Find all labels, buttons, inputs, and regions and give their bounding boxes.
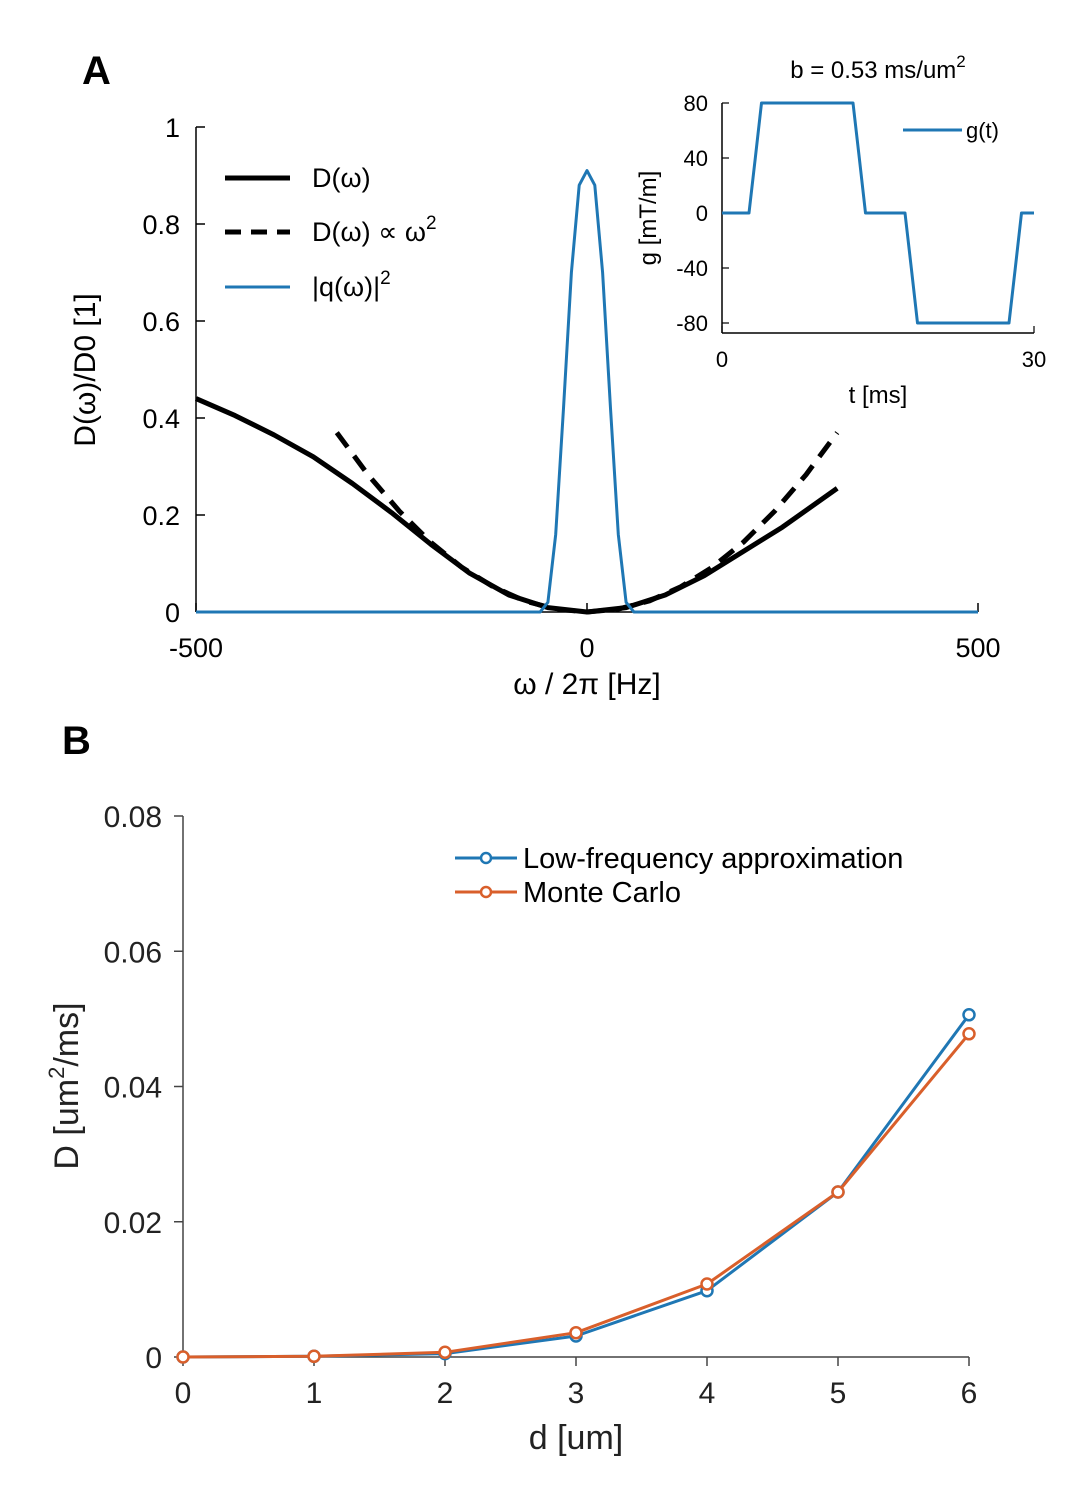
legend-d-omega-sq-sup: 2 [426, 213, 437, 234]
a-series-d-omega [195, 396, 839, 615]
a-y-tick-label: 0.2 [142, 501, 180, 531]
b-y-label-sup: 2 [44, 1067, 69, 1079]
b-legend: Low-frequency approximation Monte Carlo [455, 843, 903, 909]
b-series-low-frequency [182, 1013, 971, 1359]
legend-d-omega-sq-text: D(ω) ∝ ω [312, 217, 426, 247]
inset-y-label: g [mT/m] [635, 171, 662, 266]
inset-x-tick-label: 0 [716, 347, 728, 372]
inset-y-tick-label: 40 [684, 146, 708, 171]
b-x-ticks: 0 1 2 3 4 5 6 [175, 1357, 978, 1410]
a-y-tick-label: 1 [165, 113, 180, 143]
a-y-tick-label: 0.6 [142, 307, 180, 337]
b-x-tick-label: 1 [306, 1377, 323, 1410]
a-series-group [195, 169, 978, 615]
b-series-monte-carlo [182, 1032, 971, 1359]
a-y-label-text: D(ω)/D0 [1] [69, 293, 102, 446]
b-x-tick-label: 0 [175, 1377, 192, 1410]
b-y-tick-label: 0.08 [104, 801, 162, 834]
b-x-tick-label: 6 [961, 1377, 978, 1410]
inset-x-label: t [ms] [849, 382, 908, 409]
inset-series-g-t [722, 101, 1034, 325]
legend-label-monte-carlo: Monte Carlo [523, 877, 681, 909]
inset-title-text: b = 0.53 ms/um [790, 57, 956, 84]
b-x-tick-label: 4 [699, 1377, 716, 1410]
b-y-tick-label: 0 [145, 1342, 162, 1375]
b-y-ticks: 0 0.02 0.04 0.06 0.08 [104, 801, 183, 1375]
legend-label-low-frequency: Low-frequency approximation [523, 843, 903, 875]
inset-title: b = 0.53 ms/um2 [790, 52, 966, 84]
inset-y-ticks: 80 40 0 -40 -80 [676, 91, 729, 336]
inset-background [722, 103, 1034, 333]
panel-a-inset-chart: b = 0.53 ms/um2 80 40 0 -40 -80 0 30 t [ms] g… [635, 52, 1046, 409]
inset-y-tick-label: 0 [696, 201, 708, 226]
inset-x-ticks: 0 30 [716, 326, 1046, 372]
legend-marker-low-frequency [479, 851, 493, 865]
b-series-group [176, 1008, 976, 1364]
inset-y-tick-label: -80 [676, 311, 708, 336]
legend-q-omega-sup: 2 [380, 268, 391, 289]
b-y-label-tail: /ms] [48, 1002, 86, 1066]
a-y-tick-label: 0.4 [142, 404, 180, 434]
inset-y-tick-label: -40 [676, 256, 708, 281]
legend-label-d-omega: D(ω) [312, 163, 371, 193]
b-y-tick-label: 0.06 [104, 936, 162, 969]
b-y-tick-label: 0.02 [104, 1207, 162, 1240]
b-y-tick-label: 0.04 [104, 1072, 162, 1105]
b-series-low-frequency-point [962, 1008, 976, 1022]
panel-a-main-chart: 0 0.2 0.4 0.6 0.8 1 -500 0 500 ω / 2π [Hz] D(ω)… [69, 113, 1001, 701]
a-y-label: D(ω)/D0 [1] [69, 293, 102, 446]
panel-label-b: B [62, 719, 91, 763]
legend-label-d-omega-sq: D(ω) ∝ ω2 [312, 213, 437, 247]
b-series-monte-carlo-point [962, 1027, 976, 1041]
a-series-d-omega-sq [334, 431, 840, 615]
b-x-tick-label: 5 [830, 1377, 847, 1410]
b-series-monte-carlo-point [700, 1277, 714, 1291]
a-x-tick-label: -500 [169, 633, 223, 663]
b-x-tick-label: 2 [437, 1377, 454, 1410]
a-y-ticks: 0 0.2 0.4 0.6 0.8 1 [142, 113, 205, 628]
legend-marker-monte-carlo [479, 885, 493, 899]
b-y-label-text: D [um [48, 1079, 86, 1170]
a-y-tick-label: 0 [165, 598, 180, 628]
b-series-monte-carlo-point [831, 1185, 845, 1199]
inset-x-tick-label: 30 [1022, 347, 1046, 372]
b-y-label: D [um2/ms] [44, 1002, 86, 1169]
inset-series-group [722, 101, 1034, 325]
b-series-monte-carlo-point [438, 1345, 452, 1360]
a-legend: D(ω) D(ω) ∝ ω2 |q(ω)|2 [225, 163, 437, 302]
b-series-monte-carlo-point [569, 1325, 583, 1340]
panel-label-a: A [82, 49, 111, 93]
b-series-monte-carlo-point [176, 1350, 190, 1364]
inset-y-tick-label: 80 [684, 91, 708, 116]
a-series-q-omega [196, 169, 978, 614]
a-x-ticks: -500 0 500 [169, 603, 1001, 663]
inset-legend-label: g(t) [966, 118, 999, 143]
a-x-tick-label: 0 [579, 633, 594, 663]
a-y-tick-label: 0.8 [142, 210, 180, 240]
b-series-monte-carlo-point [307, 1349, 321, 1364]
legend-q-omega-text: |q(ω)| [312, 272, 380, 302]
a-x-tick-label: 500 [955, 633, 1000, 663]
a-x-label: ω / 2π [Hz] [513, 668, 660, 701]
legend-label-q-omega: |q(ω)|2 [312, 268, 391, 302]
b-x-tick-label: 3 [568, 1377, 585, 1410]
inset-title-sup: 2 [956, 52, 965, 71]
b-x-label: d [um] [529, 1419, 623, 1457]
